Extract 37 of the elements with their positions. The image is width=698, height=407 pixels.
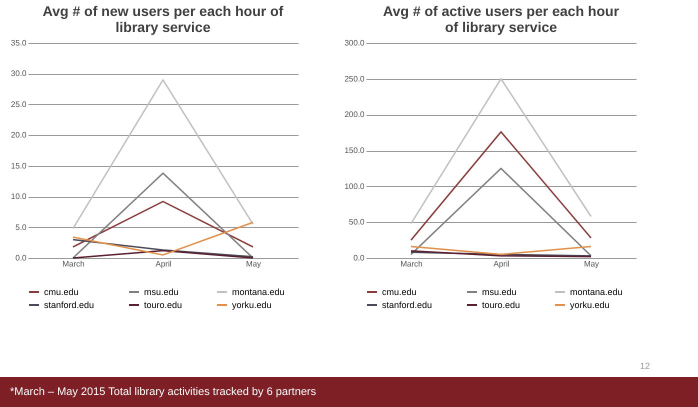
y-tick-label: 5.0 [15,222,28,232]
y-tick-label: 35.0 [10,38,28,48]
legend-label: touro.edu [482,300,520,310]
y-tick-label: 100.0 [344,182,366,191]
chart-title: Avg # of new users per each hour of library service [42,3,284,35]
x-tick-label: March [62,260,85,268]
legend-label: yorku.edu [570,300,610,310]
y-tick-label: 0.0 [15,254,28,262]
legend-label: msu.edu [144,287,179,297]
y-tick-label: 25.0 [10,100,28,109]
y-tick-label: 15.0 [10,161,28,170]
y-tick-label: 300.0 [344,38,366,48]
y-tick-label: 20.0 [10,130,28,140]
y-tick-label: 250.0 [344,74,366,84]
y-tick-label: 30.0 [10,69,28,78]
legend-label: montana.edu [232,287,285,297]
legend-label: msu.edu [482,287,517,297]
legend-label: yorku.edu [232,300,272,310]
legend-label: stanford.edu [382,300,432,310]
x-tick-label: May [584,260,600,268]
y-tick-label: 0.0 [353,254,366,262]
legend-label: stanford.edu [44,300,94,310]
legend-label: cmu.edu [382,287,417,297]
legend-label: cmu.edu [44,287,79,297]
y-tick-label: 10.0 [10,192,28,202]
legend-label: montana.edu [570,287,623,297]
legend-label: touro.edu [144,300,182,310]
x-tick-label: April [155,260,172,268]
x-tick-label: March [400,260,423,268]
text: *March – May 2015 Total library activities tracked by 6 partners [0,377,698,407]
text: 12 [640,361,650,371]
y-tick-label: 50.0 [348,218,366,227]
chart-title: Avg # of active users per each hour of library service [382,3,620,35]
x-tick-label: April [493,260,510,268]
x-tick-label: May [246,260,262,268]
y-tick-label: 200.0 [344,110,366,120]
y-tick-label: 150.0 [344,146,366,155]
